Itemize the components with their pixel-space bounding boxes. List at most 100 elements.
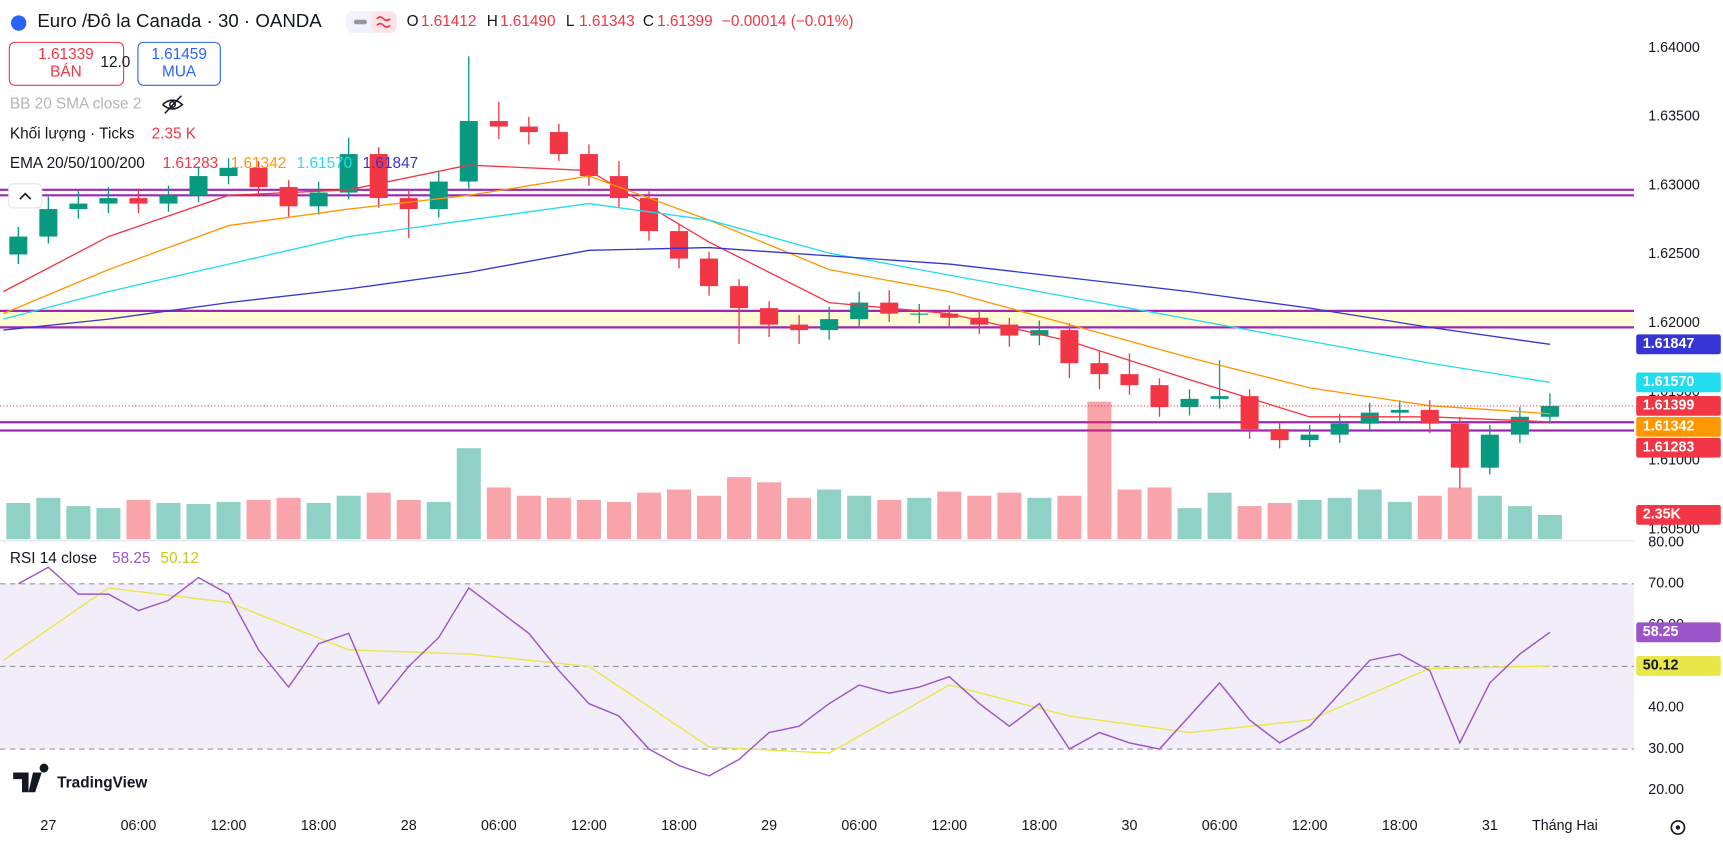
rsi-ma-label: 50.12 (1643, 658, 1679, 674)
volume-legend[interactable]: Khối lượng · Ticks (10, 125, 135, 142)
volume-bar (967, 495, 992, 540)
x-tick-label: 06:00 (1202, 818, 1238, 834)
candle-body (1510, 416, 1529, 435)
zone (0, 310, 1634, 328)
volume-bar (1477, 495, 1502, 540)
candle-body (1270, 429, 1289, 441)
volume-bar (576, 499, 601, 540)
x-tick-label: 12:00 (1292, 818, 1328, 834)
candle-body (700, 258, 719, 287)
rsi-legend-value: 58.25 (112, 550, 150, 567)
volume-bar (126, 499, 151, 540)
ema-legend-value: 1.61283 (163, 155, 219, 172)
volume-bar (1417, 495, 1442, 540)
ema-legend-value: 1.61847 (363, 155, 419, 172)
ohlc-value: 1.61343 (579, 13, 635, 30)
hidden-eye-icon[interactable] (162, 95, 184, 114)
pill-approx-icon (376, 16, 391, 28)
volume-bar (1537, 514, 1562, 540)
price-label-bg (1636, 372, 1721, 393)
volume-bar (757, 482, 782, 540)
rsi-tick-label: 70.00 (1648, 576, 1684, 592)
ohlc-key: L (566, 13, 575, 30)
y-tick-label: 1.64000 (1648, 40, 1700, 56)
price-label: 1.61570 (1643, 374, 1695, 390)
bb-legend[interactable]: BB 20 SMA close 2 (10, 96, 142, 113)
rsi-tick-label: 40.00 (1648, 699, 1684, 715)
volume-bar (1447, 487, 1472, 540)
candle-body (99, 198, 118, 204)
volume-bar (937, 491, 962, 540)
volume-bar (666, 489, 692, 540)
candle-body (1480, 434, 1499, 468)
eye-pupil (169, 101, 177, 109)
settings-icon[interactable] (1670, 820, 1686, 835)
candle-body (309, 192, 328, 207)
volume-bar (336, 495, 361, 540)
x-tick-label: 12:00 (571, 818, 607, 834)
rsi-tick-label: 30.00 (1648, 741, 1684, 757)
volume-bar (366, 492, 391, 540)
candle-body (579, 154, 598, 177)
candle-body (339, 154, 358, 193)
candle-body (1240, 396, 1259, 430)
volume-bar (1297, 499, 1322, 540)
volume-bar (306, 502, 331, 540)
candle-body (219, 167, 238, 177)
volume-bar (216, 501, 241, 540)
ema-line (3, 175, 1550, 415)
x-tick-label: 18:00 (1022, 818, 1058, 834)
volume-bar (817, 489, 842, 540)
volume-bar (1027, 497, 1052, 540)
buy-price: 1.61459 (151, 46, 207, 63)
spread: 12.0 (100, 54, 130, 71)
rsi-legend[interactable]: RSI 14 close (10, 550, 97, 567)
candle-body (519, 126, 538, 133)
symbol-title[interactable]: Euro /Đô la Canada · 30 · OANDA (37, 10, 322, 31)
candle-body (1390, 409, 1409, 413)
volume-bar (1357, 489, 1382, 540)
x-tick-label: 18:00 (301, 818, 337, 834)
ema-legend[interactable]: EMA 20/50/100/200 (10, 155, 145, 172)
candle-body (1300, 434, 1319, 441)
candle-body (639, 198, 658, 232)
candle-body (549, 132, 568, 155)
x-tick-label: 06:00 (481, 818, 517, 834)
y-tick-label: 1.62500 (1648, 246, 1700, 262)
price-pane (0, 56, 1634, 540)
volume-bar (877, 499, 902, 540)
volume-bar (1507, 506, 1532, 540)
volume-bar (907, 497, 932, 540)
volume-bar (606, 501, 631, 540)
sell-price: 1.61339 (38, 46, 94, 63)
collapse-button[interactable] (8, 183, 43, 209)
price-change: −0.00014 (−0.01%) (722, 13, 854, 30)
volume-label-bg (1636, 504, 1721, 525)
price-label-bg (1636, 396, 1721, 416)
price-label: 1.61283 (1643, 439, 1695, 455)
candle-body (730, 286, 749, 309)
candle-body (760, 308, 779, 325)
volume-bar (1387, 501, 1412, 540)
sell-button[interactable] (8, 41, 125, 86)
volume-bar (727, 477, 752, 540)
y-tick-label: 1.63000 (1648, 177, 1700, 193)
x-tick-label: 27 (40, 818, 56, 834)
candle-body (1000, 324, 1019, 336)
candle-body (1450, 423, 1469, 468)
candle-body (1120, 374, 1139, 386)
price-label-bg (1636, 334, 1721, 355)
x-tick-label: 31 (1482, 818, 1498, 834)
candle-body (189, 176, 208, 196)
volume-bar (276, 497, 301, 540)
y-tick-label: 1.63500 (1648, 109, 1700, 125)
ema-line (3, 202, 1551, 384)
price-label: 1.61399 (1643, 398, 1695, 414)
candle-body (459, 121, 478, 182)
volume-bar (1087, 401, 1112, 540)
candle-body (39, 209, 58, 237)
buy-button[interactable] (137, 41, 221, 86)
volume-bar (697, 495, 722, 540)
